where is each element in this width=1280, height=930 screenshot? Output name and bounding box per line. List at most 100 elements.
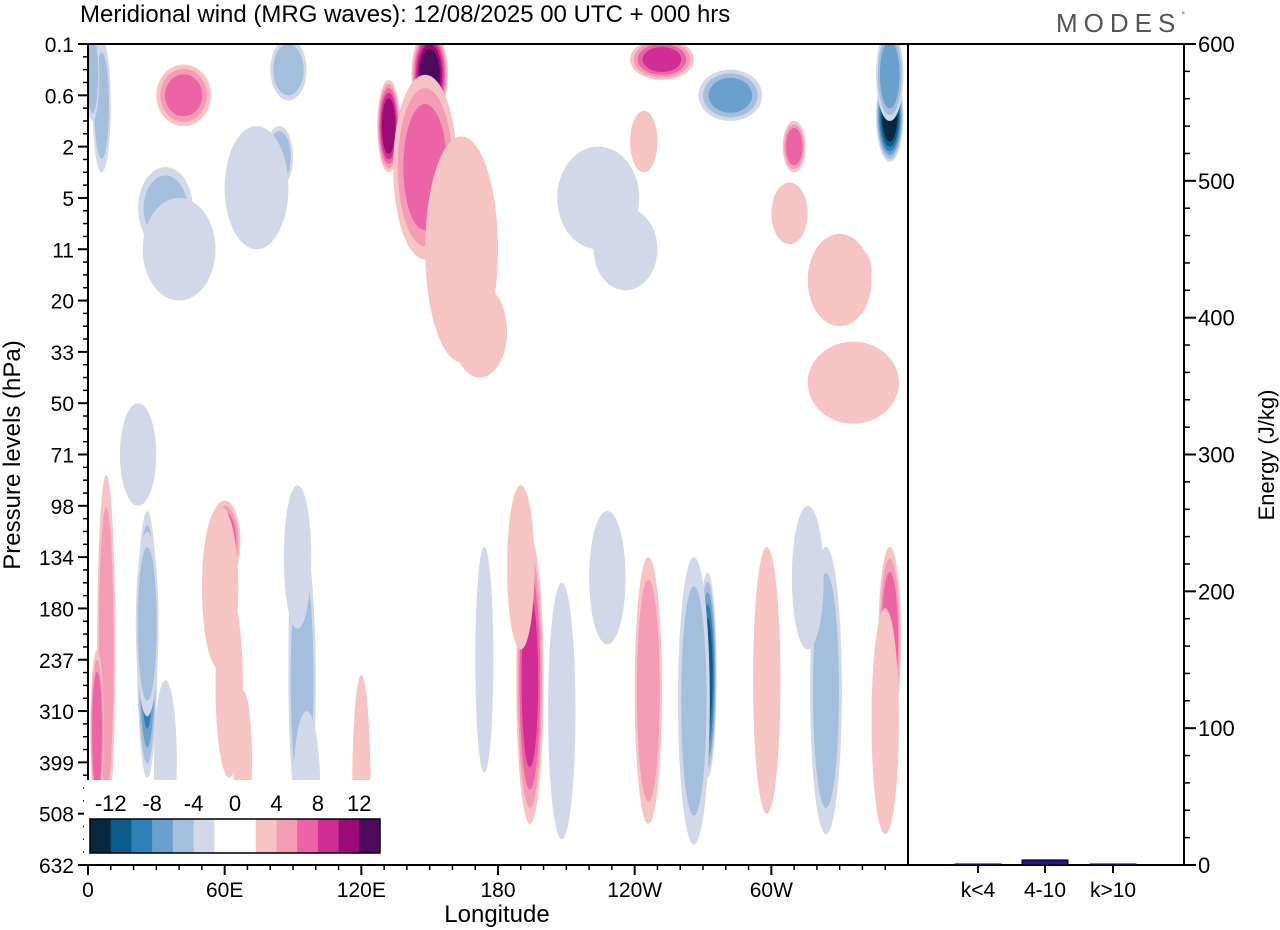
colorbar-label: -8 [142, 791, 162, 816]
heatmap-blob-55 [708, 77, 753, 113]
heatmap-blob-47 [164, 74, 203, 117]
heatmap-field [88, 44, 908, 865]
colorbar-swatch [131, 819, 153, 853]
x-tick-label: 180 [480, 879, 515, 902]
colorbar-swatch [172, 819, 195, 853]
colorbar-swatch [235, 819, 257, 853]
colorbar-swatch [338, 819, 360, 853]
y-tick-label: 20 [51, 291, 74, 314]
heatmap-blob-61 [593, 208, 658, 291]
heatmap-blob-53 [224, 126, 289, 250]
colorbar-swatch [110, 819, 132, 853]
energy-y-tick-label: 0 [1198, 853, 1210, 878]
x-tick-label: 60W [750, 879, 793, 902]
heatmap-blob-31 [791, 505, 824, 650]
x-axis-label: Longitude [444, 901, 549, 928]
colorbar-label: 0 [229, 791, 241, 816]
y-tick-label: 632 [39, 855, 74, 878]
y-tick-label: 2 [62, 137, 74, 160]
y-tick-label: 180 [39, 598, 74, 621]
heatmap-blob-16 [475, 546, 494, 773]
heatmap-blob-46 [452, 285, 508, 378]
brand-logo: MODES° [1056, 8, 1185, 39]
heatmap-blob-36 [807, 341, 899, 424]
y-tick-label: 5 [62, 188, 74, 211]
heatmap-blob-19 [507, 485, 535, 650]
y-tick-label: 0.6 [45, 85, 74, 108]
heatmap-blob-30 [813, 573, 839, 808]
heatmap-blob-62 [785, 127, 803, 166]
colorbar-swatch [297, 819, 319, 853]
heatmap-axes: 0.1 0.6 2 5 11 20 33 50 71 98 134 180 237 310 399 508 63… [39, 34, 886, 902]
heatmap-blob-42 [381, 98, 396, 154]
colorbar-swatch [276, 819, 298, 853]
y-axis-label: Pressure levels (hPa) [0, 340, 26, 569]
energy-bar [1089, 863, 1137, 866]
colorbar-label: 12 [347, 791, 371, 816]
energy-y-tick-label: 100 [1198, 716, 1235, 741]
y-tick-label: 508 [39, 804, 74, 827]
energy-category-label: k<4 [961, 879, 996, 902]
heatmap-blob-54 [642, 46, 682, 72]
heatmap-blob-58 [88, 44, 99, 114]
colorbar-label: 8 [312, 791, 324, 816]
energy-axis-label: Energy (J/kg) [1254, 390, 1279, 521]
heatmap-blob-63 [771, 182, 808, 245]
brand-name: MODES [1056, 8, 1182, 38]
x-tick-label: 60E [206, 879, 243, 902]
colorbar: -12 -8 -4 0 4 8 12 [84, 780, 386, 864]
y-tick-label: 0.1 [45, 34, 74, 57]
y-tick-label: 134 [39, 547, 74, 570]
heatmap-blob-64 [630, 110, 658, 173]
colorbar-swatch [317, 819, 340, 853]
y-tick-label: 11 [52, 239, 74, 262]
energy-category-label: k>10 [1090, 879, 1136, 902]
energy-y-tick-label: 200 [1198, 579, 1235, 604]
y-tick-label: 33 [51, 342, 74, 365]
brand-mark: ° [1181, 10, 1185, 20]
energy-category-label: 4-10 [1024, 879, 1066, 902]
x-tick-label: 120E [337, 879, 386, 902]
heatmap-blob-50 [142, 197, 216, 301]
heatmap-blob-3 [137, 546, 157, 701]
y-tick-label: 71 [51, 445, 74, 468]
energy-axes: 0 100 200 300 400 500 600 k<4 4-10 k>10 [954, 32, 1235, 902]
colorbar-label: -4 [184, 791, 204, 816]
colorbar-swatch [193, 819, 215, 853]
energy-y-tick-label: 600 [1198, 32, 1235, 57]
y-tick-label: 98 [51, 496, 74, 519]
colorbar-swatch [359, 819, 381, 853]
colorbar-label: -12 [95, 791, 127, 816]
heatmap-blob-1 [92, 671, 103, 792]
y-tick-label: 399 [39, 752, 74, 775]
heatmap-blob-33 [871, 608, 899, 835]
energy-y-tick-label: 400 [1198, 306, 1235, 331]
heatmap-blob-21 [589, 510, 626, 645]
x-tick-label: 0 [82, 879, 94, 902]
heatmap-background [88, 44, 908, 865]
heatmap-blob-25 [681, 586, 707, 816]
heatmap-blob-57 [879, 44, 900, 109]
energy-y-tick-label: 500 [1198, 169, 1235, 194]
chart-title: Meridional wind (MRG waves): 12/08/2025 … [80, 1, 730, 28]
heatmap-blob-34 [119, 403, 157, 506]
colorbar-swatch [152, 819, 174, 853]
y-tick-label: 237 [39, 650, 74, 673]
colorbar-label: 4 [270, 791, 282, 816]
energy-bar [1021, 859, 1069, 866]
colorbar-swatch [214, 819, 236, 853]
heatmap-blob-66 [825, 244, 872, 296]
colorbar-frame [89, 818, 381, 854]
energy-bar [954, 863, 1002, 866]
y-tick-label: 310 [39, 701, 74, 724]
colorbar-swatch [90, 819, 112, 853]
energy-y-tick-label: 300 [1198, 443, 1235, 468]
heatmap-blob-11 [283, 485, 312, 629]
y-tick-label: 50 [51, 393, 74, 416]
energy-frame [907, 43, 1185, 866]
heatmap-blob-51 [273, 44, 304, 96]
heatmap-blob-20 [548, 582, 576, 840]
colorbar-swatch [255, 819, 277, 853]
heatmap-blob-28 [753, 546, 781, 814]
